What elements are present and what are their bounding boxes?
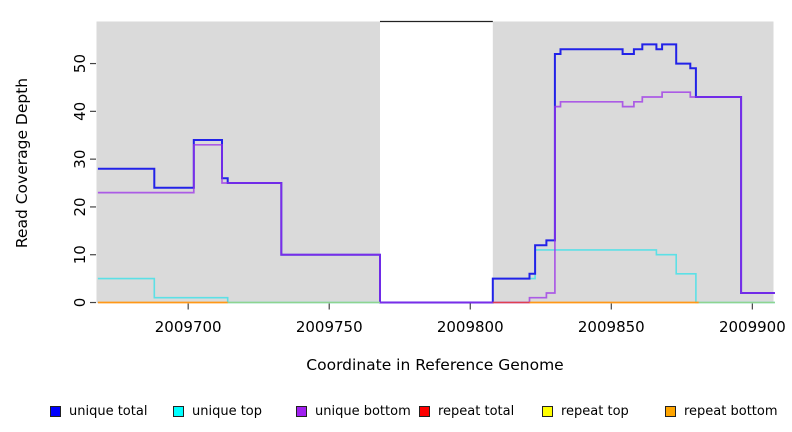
plot-background-layer bbox=[96, 20, 774, 303]
y-tick-label: 30 bbox=[71, 150, 89, 169]
y-tick-label: 50 bbox=[71, 54, 89, 73]
x-tick-label: 2009850 bbox=[578, 318, 645, 336]
legend-label: unique total bbox=[69, 403, 148, 419]
legend-item-repeat-total: repeat total bbox=[419, 404, 542, 419]
legend-swatch-icon bbox=[665, 405, 676, 417]
y-tick-label: 0 bbox=[71, 298, 89, 308]
legend-item-unique-total: unique total bbox=[50, 404, 173, 419]
shaded-region bbox=[96, 21, 380, 303]
legend-item-repeat-top: repeat top bbox=[542, 404, 665, 419]
legend-label: repeat bottom bbox=[684, 403, 778, 419]
y-tick-label: 40 bbox=[71, 102, 89, 121]
legend-item-unique-bottom: unique bottom bbox=[296, 404, 419, 419]
legend-label: unique top bbox=[192, 403, 263, 419]
legend: unique total unique top unique bottom repea… bbox=[50, 400, 790, 422]
legend-item-repeat-bottom: repeat bottom bbox=[665, 404, 788, 419]
x-axis-label: Coordinate in Reference Genome bbox=[306, 356, 563, 374]
legend-swatch-icon bbox=[50, 405, 61, 417]
y-tick-label: 20 bbox=[71, 197, 89, 216]
y-tick-label: 10 bbox=[71, 245, 89, 264]
x-tick-label: 2009750 bbox=[296, 318, 363, 336]
x-tick-label: 2009900 bbox=[719, 318, 786, 336]
legend-swatch-icon bbox=[419, 405, 430, 417]
coverage-chart: 2009700 2009750 2009800 2009850 2009900 0 10 20… bbox=[13, 20, 786, 374]
legend-item-unique-top: unique top bbox=[173, 404, 296, 419]
x-tick-label: 2009700 bbox=[155, 318, 222, 336]
y-axis-label: Read Coverage Depth bbox=[13, 78, 31, 248]
legend-swatch-icon bbox=[173, 405, 184, 417]
axis-layer: 2009700 2009750 2009800 2009850 2009900 0 10 20… bbox=[71, 54, 786, 336]
legend-label: unique bottom bbox=[315, 403, 411, 419]
coverage-chart-svg: 2009700 2009750 2009800 2009850 2009900 0 10 20… bbox=[13, 20, 786, 374]
legend-label: repeat total bbox=[438, 403, 515, 419]
legend-swatch-icon bbox=[296, 405, 307, 417]
series-layer bbox=[97, 43, 775, 304]
series-line-unique-bottom bbox=[97, 91, 775, 304]
shaded-region bbox=[492, 21, 774, 303]
x-tick-label: 2009800 bbox=[437, 318, 504, 336]
legend-swatch-icon bbox=[542, 405, 553, 417]
legend-label: repeat top bbox=[561, 403, 629, 419]
